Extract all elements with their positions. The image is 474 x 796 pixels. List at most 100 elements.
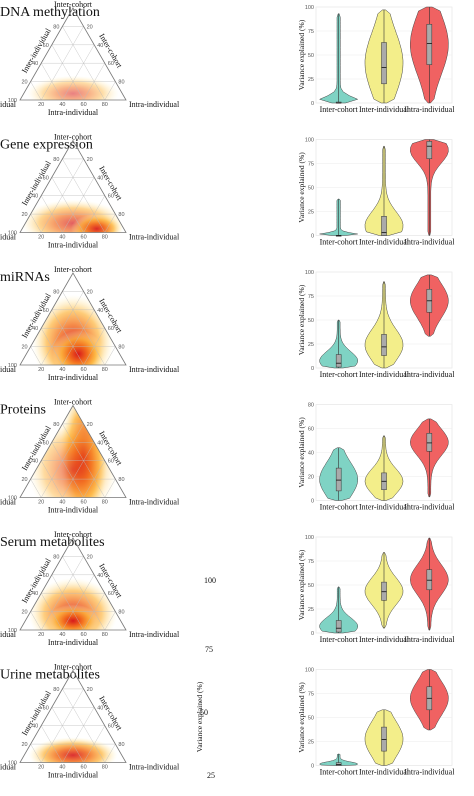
- grid-line: [62, 26, 105, 101]
- ternary-tick-right: 20: [87, 422, 93, 428]
- box: [381, 726, 387, 752]
- ternary-tick-left: 80: [53, 24, 59, 30]
- ternary-tick-left: 100: [8, 231, 17, 237]
- ternary-tick-bottom: 60: [81, 500, 87, 506]
- ternary-right-corner-label: Intra-individual: [129, 498, 180, 507]
- ternary-tick-left: 100: [8, 98, 17, 104]
- grid-line: [62, 574, 95, 631]
- grid-line: [30, 214, 42, 233]
- x-tick-label: Inter-cohort: [320, 238, 359, 247]
- ternary-tick-right: 60: [108, 459, 114, 465]
- ternary-bottom-axis-label: Intra-individual: [48, 506, 99, 515]
- x-tick-label: Inter-individual: [359, 635, 410, 644]
- grid-line: [62, 423, 105, 498]
- x-tick-label: Inter-cohort: [320, 503, 359, 512]
- y-tick-label: 75: [308, 162, 314, 168]
- ternary-tick-left: 20: [21, 345, 27, 351]
- grid-line: [62, 442, 95, 498]
- grid-line: [62, 707, 95, 763]
- ternary-top-label: Inter-cohort: [54, 663, 93, 672]
- density-blob: [47, 604, 99, 630]
- box: [426, 433, 433, 452]
- y-tick-label: 25: [308, 77, 314, 83]
- grid-line: [62, 309, 95, 366]
- ternary-tick-bottom: 80: [102, 367, 108, 373]
- y-tick-label: 50: [308, 583, 314, 589]
- y-tick-label: 100: [305, 270, 314, 276]
- stray-label-75: 75: [205, 645, 213, 654]
- ternary-outline: [19, 272, 127, 366]
- y-tick-label: 25: [308, 740, 314, 746]
- y-axis-label: Variance explained (%): [297, 682, 306, 753]
- y-tick-label: 100: [305, 5, 314, 11]
- ternary-top-label: Inter-cohort: [54, 0, 93, 9]
- violin-plot: 0 25 50 75 100 Variance explained (%) Inter-co…: [297, 270, 455, 379]
- stray-label-50: 50: [200, 708, 208, 717]
- density-blob: [70, 213, 123, 233]
- stray-legend-label: Variance explained (%): [195, 681, 204, 752]
- ternary-tick-left: 20: [21, 80, 27, 86]
- ternary-tick-bottom: 20: [38, 500, 44, 506]
- y-tick-label: 20: [308, 475, 314, 481]
- box: [381, 216, 387, 236]
- ternary-tick-left: 40: [32, 194, 38, 200]
- ternary-outline: [19, 669, 127, 763]
- y-tick-label: 100: [305, 668, 314, 674]
- grid-line: [30, 744, 42, 763]
- box: [426, 24, 433, 65]
- ternary-tick-right: 60: [108, 724, 114, 730]
- box: [381, 42, 387, 85]
- x-tick-label: Intra-individual: [404, 635, 455, 644]
- ternary-heat: [28, 578, 118, 630]
- ternary-tick-right: 60: [108, 194, 114, 200]
- ternary-tick-right: 80: [118, 345, 124, 351]
- ternary-bottom-axis-label: Intra-individual: [48, 373, 99, 382]
- ternary-tick-left: 80: [53, 289, 59, 295]
- panel-title: miRNAs: [0, 270, 50, 285]
- ternary-tick-left: 60: [43, 308, 49, 314]
- ternary-tick-right: 80: [118, 477, 124, 483]
- ternary-tick-bottom: 80: [102, 500, 108, 506]
- grid-line: [51, 707, 84, 763]
- violin-plot: 0 25 50 75 100 Variance explained (%) Inter-co…: [297, 5, 455, 114]
- x-tick-label: Inter-individual: [359, 503, 410, 512]
- panel-4: Proteins Inter-cohort 20 40 60 80 100 20 20 40 40 6…: [0, 398, 455, 515]
- violin-plot: 0 25 50 75 100 Variance explained (%) Inter-co…: [297, 668, 455, 777]
- ternary-tick-left: 40: [32, 326, 38, 332]
- stray-labels: 100 75 50 25 Variance explained (%): [195, 576, 216, 780]
- y-axis-label: Variance explained (%): [297, 19, 306, 90]
- grid-line: [62, 291, 105, 366]
- panel-3: miRNAs Inter-cohort 20 40 60 80 100 20 20 40 40 60 6…: [0, 265, 455, 382]
- ternary-left-corner-label: Inter-individual: [0, 365, 17, 374]
- ternary-heat: [21, 199, 125, 233]
- ternary-tick-left: 40: [32, 61, 38, 67]
- x-tick-label: Inter-cohort: [320, 105, 359, 114]
- ternary-tick-left: 20: [21, 477, 27, 483]
- box: [381, 334, 387, 356]
- ternary-tick-left: 100: [8, 496, 17, 502]
- ternary-right-corner-label: Intra-individual: [129, 100, 180, 109]
- y-axis-label: Variance explained (%): [297, 549, 306, 620]
- y-tick-label: 75: [308, 294, 314, 300]
- y-tick-label: 100: [305, 535, 314, 541]
- panel-title: Urine metabolites: [0, 668, 100, 683]
- ternary-tick-left: 20: [21, 610, 27, 616]
- ternary-tick-left: 60: [43, 440, 49, 446]
- ternary-tick-bottom: 20: [38, 235, 44, 241]
- ternary-tick-right: 20: [87, 157, 93, 163]
- y-tick-label: 50: [308, 53, 314, 59]
- ternary-top-label: Inter-cohort: [54, 398, 93, 407]
- ternary-tick-right: 40: [97, 705, 103, 711]
- y-tick-label: 0: [311, 764, 314, 770]
- ternary-left-corner-label: Inter-individual: [0, 630, 17, 639]
- ternary-tick-right: 20: [87, 289, 93, 295]
- y-tick-label: 0: [311, 366, 314, 372]
- ternary-bottom-axis-label: Intra-individual: [48, 638, 99, 647]
- box: [335, 762, 342, 766]
- ternary-tick-right: 40: [97, 175, 103, 181]
- grid-line: [104, 611, 116, 631]
- panel-title: Serum metabolites: [0, 535, 105, 550]
- grid-line: [62, 177, 95, 233]
